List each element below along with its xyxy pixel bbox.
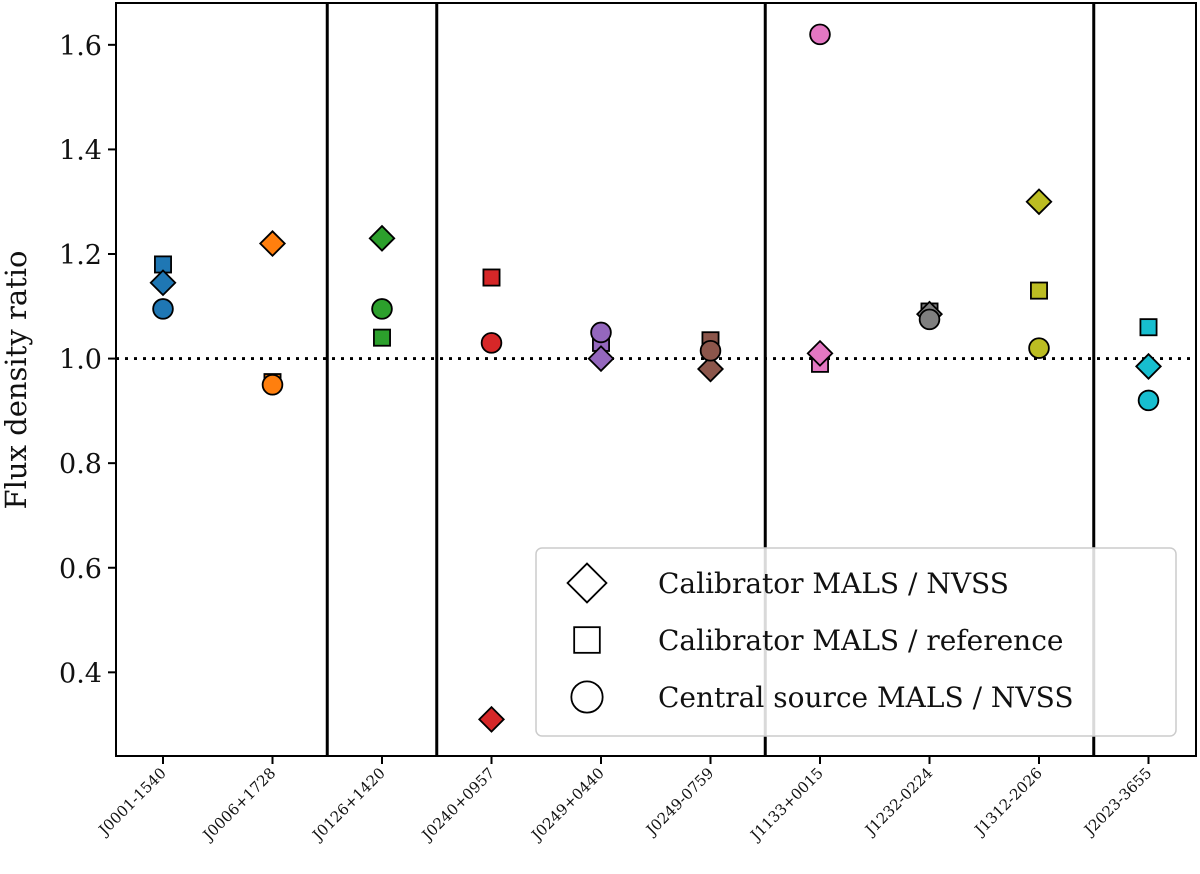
y-tick-label: 1.0	[59, 345, 102, 376]
data-points	[149, 23, 1163, 733]
legend-frame	[535, 547, 1177, 737]
diamond-point	[587, 345, 615, 373]
x-tick-label: J2023-3655	[1079, 764, 1155, 840]
circle-point	[152, 298, 174, 320]
y-tick-label: 1.2	[59, 240, 102, 271]
legend: Calibrator MALS / NVSS Calibrator MALS / …	[535, 547, 1177, 737]
x-tick-label: J1312-2026	[970, 764, 1046, 840]
legend-square-icon	[573, 626, 601, 654]
y-tick-label: 0.4	[59, 658, 102, 689]
plot-frame	[115, 2, 1197, 757]
diamond-point	[696, 355, 725, 383]
legend-label: Central source MALS / NVSS	[658, 681, 1074, 714]
x-tick-label: J0249-0759	[641, 764, 717, 840]
diamond-point	[806, 339, 834, 367]
x-tick-label: J1133+0015	[746, 764, 827, 845]
x-axis-ticks: J0001-1540 J0006+1728 J0126+1420 J0240+0957…	[94, 756, 1155, 845]
square-point	[1030, 281, 1048, 300]
circle-point	[918, 308, 941, 331]
circle-point	[1028, 337, 1050, 359]
circle-point	[480, 332, 503, 354]
square-point	[1139, 318, 1158, 337]
x-tick-label: J0001-1540	[94, 764, 170, 840]
circle-point	[809, 23, 831, 46]
diamond-point	[149, 269, 177, 297]
circle-point	[699, 339, 722, 362]
circle-point	[371, 298, 393, 320]
legend-diamond-icon	[566, 562, 608, 604]
y-tick-label: 1.4	[59, 135, 102, 166]
square-point	[373, 328, 391, 347]
x-tick-label: J0240+0957	[417, 764, 498, 845]
legend-label: Calibrator MALS / reference	[658, 624, 1063, 657]
x-tick-label: J0006+1728	[198, 764, 279, 845]
x-tick-label: J0249+0440	[527, 764, 608, 845]
y-axis-label: Flux density ratio	[0, 250, 33, 509]
diamond-point	[368, 224, 396, 252]
circle-point	[1137, 389, 1160, 412]
legend-label: Calibrator MALS / NVSS	[658, 567, 1009, 600]
y-tick-label: 1.6	[59, 31, 102, 62]
circle-point	[590, 321, 612, 344]
y-axis-ticks: 0.4 0.6 0.8 1.0 1.2 1.4 1.6	[59, 31, 116, 689]
diamond-point	[477, 705, 506, 733]
y-tick-label: 0.6	[59, 554, 102, 585]
circle-point	[261, 373, 284, 396]
diamond-point	[1025, 188, 1053, 216]
legend-circle-icon	[570, 680, 604, 714]
y-tick-label: 0.8	[59, 449, 102, 480]
x-tick-label: J1232-0224	[860, 764, 936, 840]
square-point	[482, 268, 501, 287]
diamond-point	[1134, 352, 1163, 380]
x-tick-label: J0126+1420	[308, 764, 389, 845]
diamond-point	[258, 230, 287, 258]
